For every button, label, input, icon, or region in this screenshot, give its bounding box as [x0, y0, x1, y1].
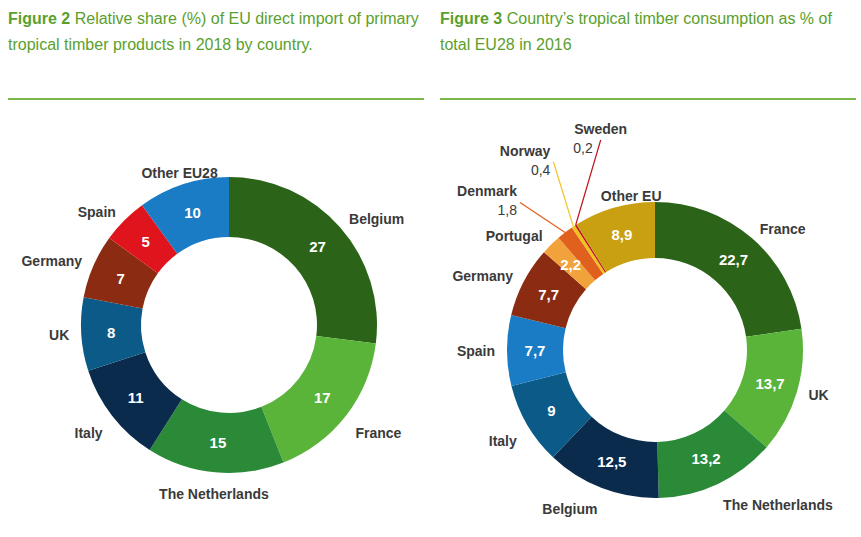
svg-text:Norway: Norway [500, 143, 551, 159]
svg-text:7: 7 [117, 270, 125, 287]
svg-text:13,7: 13,7 [756, 375, 785, 392]
svg-text:Other EU28: Other EU28 [141, 165, 217, 181]
html-text:Figure 2 Relative share (%) of: Figure 2 Relative share (%) of EU direct… [8, 10, 419, 53]
svg-text:1,8: 1,8 [498, 202, 518, 218]
svg-text:Portugal: Portugal [486, 228, 543, 244]
svg-text:5: 5 [141, 233, 149, 250]
svg-text:8: 8 [107, 324, 115, 341]
svg-text:Spain: Spain [457, 343, 495, 359]
svg-text:0,4: 0,4 [531, 162, 551, 178]
svg-text:15: 15 [210, 434, 227, 451]
svg-text:Belgium: Belgium [542, 501, 597, 517]
svg-text:2,2: 2,2 [560, 256, 581, 273]
svg-text:17: 17 [314, 389, 331, 406]
svg-text:UK: UK [49, 327, 69, 343]
svg-text:Italy: Italy [489, 433, 517, 449]
svg-text:Italy: Italy [75, 425, 103, 441]
svg-text:Germany: Germany [452, 268, 513, 284]
svg-text:Belgium: Belgium [349, 211, 404, 227]
svg-text:12,5: 12,5 [597, 453, 626, 470]
svg-text:7,7: 7,7 [538, 286, 559, 303]
svg-text:13,2: 13,2 [691, 450, 720, 467]
svg-text:The Netherlands: The Netherlands [159, 486, 269, 502]
svg-text:France: France [355, 425, 401, 441]
svg-text:27: 27 [309, 238, 326, 255]
svg-text:11: 11 [128, 389, 144, 406]
svg-text:10: 10 [184, 204, 201, 221]
svg-text:UK: UK [809, 387, 829, 403]
svg-text:Other EU: Other EU [601, 188, 662, 204]
svg-text:0,2: 0,2 [573, 140, 593, 156]
svg-text:8,9: 8,9 [611, 226, 632, 243]
svg-text:7,7: 7,7 [525, 342, 546, 359]
svg-text:The Netherlands: The Netherlands [723, 497, 833, 513]
html-text:Figure 3 Country’s tropical ti: Figure 3 Country’s tropical timber consu… [440, 10, 832, 53]
svg-text:France: France [760, 221, 806, 237]
svg-text:22,7: 22,7 [719, 251, 748, 268]
svg-text:Sweden: Sweden [574, 121, 627, 137]
svg-text:Denmark: Denmark [457, 183, 517, 199]
svg-text:Spain: Spain [78, 204, 116, 220]
svg-text:Germany: Germany [21, 253, 82, 269]
svg-text:9: 9 [547, 402, 555, 419]
